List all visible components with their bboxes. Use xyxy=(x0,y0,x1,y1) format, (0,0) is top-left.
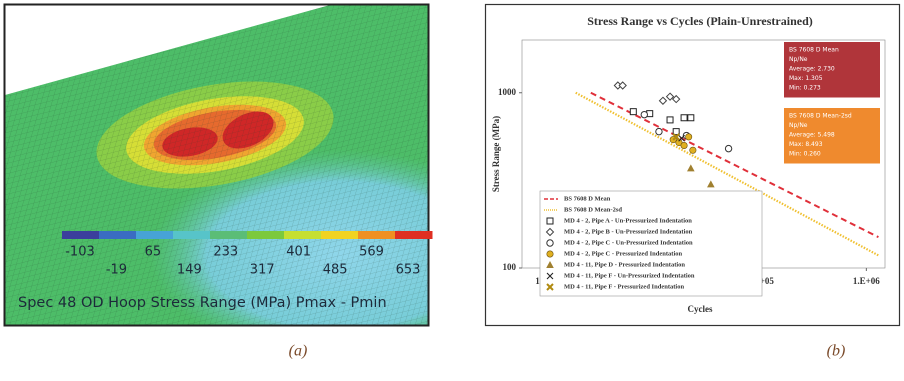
annotation-text: Np/Ne xyxy=(789,122,808,129)
y-tick-label: 100 xyxy=(503,262,517,272)
y-tick-label: 1000 xyxy=(498,87,517,97)
annotation-text: Min: 0.260 xyxy=(789,151,821,158)
colorbar-tick-label: 653 xyxy=(396,263,421,278)
legend-label: BS 7608 D Mean xyxy=(564,195,611,202)
point xyxy=(667,117,673,123)
legend-label: MD 4 - 11, Pipe D - Pressurized Indentat… xyxy=(564,261,685,268)
colorbar-tick-label: -19 xyxy=(106,263,127,278)
panel-label: (b) xyxy=(827,343,846,360)
point xyxy=(725,145,731,151)
legend-label: BS 7608 D Mean-2sd xyxy=(564,206,622,213)
colorbar-segment xyxy=(358,231,396,239)
annotation-text: BS 7608 D Mean-2sd xyxy=(789,113,852,120)
annotation-text: Average: 5.498 xyxy=(789,132,835,139)
y-axis-label: Stress Range (MPa) xyxy=(491,116,501,192)
colorbar-tick-label: 233 xyxy=(213,245,238,260)
legend-label: MD 4 - 11, Pipe F - Pressurized Indentat… xyxy=(564,283,684,290)
x-tick-label: 1.E+06 xyxy=(853,276,880,286)
colorbar-segment xyxy=(210,231,248,239)
colorbar-tick-label: 149 xyxy=(177,263,202,278)
colorbar-segment xyxy=(136,231,174,239)
colorbar-segment xyxy=(62,231,100,239)
legend-label: MD 4 - 2, Pipe A - Un-Pressurized Indent… xyxy=(564,217,692,224)
point xyxy=(690,147,696,153)
point xyxy=(685,134,691,140)
x-axis-label: Cycles xyxy=(688,304,713,314)
legend-swatch xyxy=(547,251,553,257)
colorbar-segment xyxy=(99,231,137,239)
annotation-text: Min: 0.273 xyxy=(789,85,821,92)
colorbar-tick-label: 569 xyxy=(359,245,384,260)
annotation-text: Max: 1.305 xyxy=(789,75,823,82)
point xyxy=(681,142,687,148)
legend-label: MD 4 - 11, Pipe F - Un-Pressurized Inden… xyxy=(564,272,695,279)
annotation-text: Max: 8.493 xyxy=(789,141,823,148)
point xyxy=(630,109,636,115)
legend-label: MD 4 - 2, Pipe C - Pressurized Indentati… xyxy=(564,250,683,257)
panel-a-caption: Spec 48 OD Hoop Stress Range (MPa) Pmax … xyxy=(18,295,387,311)
colorbar-segment xyxy=(395,231,433,239)
colorbar-segment xyxy=(321,231,359,239)
point xyxy=(641,111,647,117)
chart-title: Stress Range vs Cycles (Plain-Unrestrain… xyxy=(587,14,813,28)
point xyxy=(681,115,687,121)
legend-swatch xyxy=(547,218,553,224)
legend-label: MD 4 - 2, Pipe B - Un-Pressurized Indent… xyxy=(564,228,693,235)
annotation-text: Average: 2.730 xyxy=(789,66,835,73)
figure: -103 -19 65 149 233 317 401 485 569 653 Spec 48 O… xyxy=(0,0,904,381)
colorbar-tick-label: 401 xyxy=(286,245,311,260)
colorbar-segment xyxy=(247,231,285,239)
colorbar-tick-label: 485 xyxy=(323,263,348,278)
colorbar-tick-label: -103 xyxy=(65,245,95,260)
colorbar-segment xyxy=(173,231,211,239)
annotation-text: BS 7608 D Mean xyxy=(789,47,839,54)
colorbar-tick-label: 317 xyxy=(250,263,275,278)
panel-label: (a) xyxy=(289,343,308,360)
annotation-text: Np/Ne xyxy=(789,56,808,63)
point xyxy=(688,115,694,121)
colorbar-segment xyxy=(284,231,322,239)
legend-label: MD 4 - 2, Pipe C - Un-Pressurized Indent… xyxy=(564,239,693,246)
colorbar-tick-label: 65 xyxy=(145,245,162,260)
legend-swatch xyxy=(547,240,553,246)
point xyxy=(656,128,662,134)
